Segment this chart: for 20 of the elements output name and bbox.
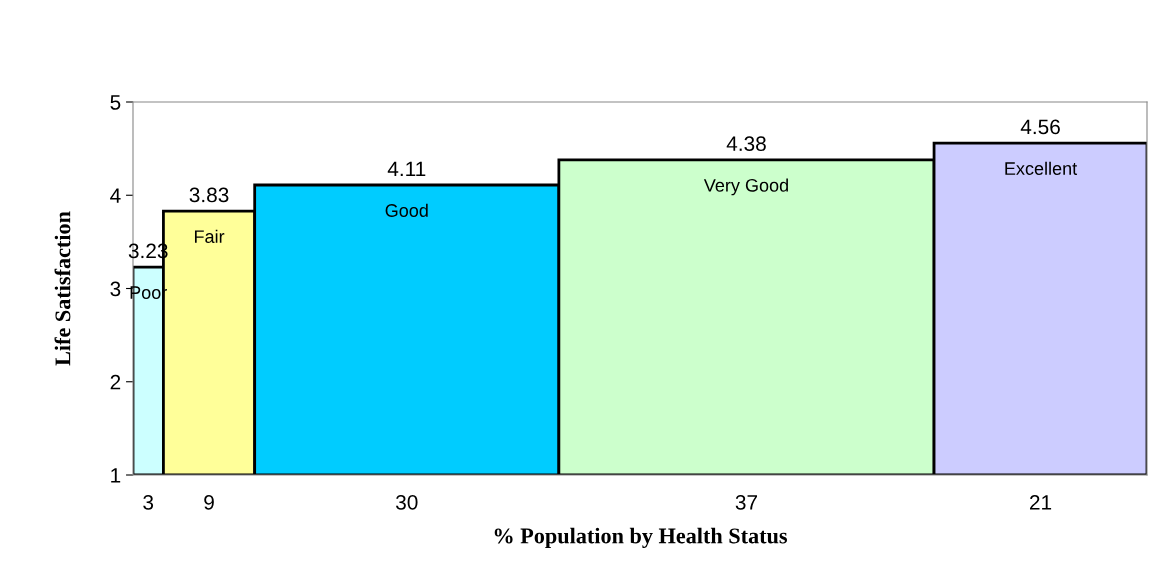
annotation: Very Good xyxy=(703,178,788,196)
data-label: 3.83 xyxy=(189,187,229,203)
data-label: 4.38 xyxy=(726,136,766,152)
annotation: Good xyxy=(385,203,428,217)
data-label: 4.56 xyxy=(1020,119,1060,135)
y-tick-label: 3 xyxy=(110,281,121,297)
x-tick-label: 3 xyxy=(143,494,154,510)
x-tick-label: 21 xyxy=(1029,494,1052,510)
y-tick-label: 5 xyxy=(110,95,121,110)
x-tick-label: 9 xyxy=(204,494,214,510)
x-axis-title: % Population by Health Status xyxy=(494,527,788,548)
data-label: 4.11 xyxy=(387,161,426,177)
y-tick-label: 4 xyxy=(110,188,121,203)
x-tick-label: 37 xyxy=(735,494,758,510)
x-tick-label: 30 xyxy=(395,494,418,510)
annotation: Fair xyxy=(194,229,225,244)
annotation: Excellent xyxy=(1005,161,1078,175)
y-tick-label: 1 xyxy=(111,468,121,483)
y-tick-label: 2 xyxy=(110,374,121,390)
y-axis-title: Life Satisfaction xyxy=(54,211,71,366)
